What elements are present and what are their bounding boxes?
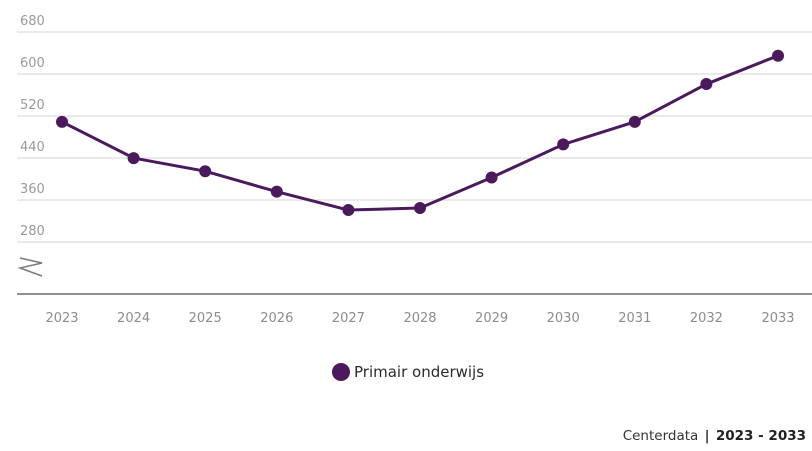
data-point bbox=[199, 165, 212, 178]
data-point bbox=[700, 78, 713, 91]
x-tick-label: 2023 bbox=[45, 311, 78, 326]
x-tick-label: 2032 bbox=[690, 311, 723, 326]
y-tick-label: 600 bbox=[20, 56, 45, 71]
x-tick-label: 2033 bbox=[761, 311, 794, 326]
y-tick-label: 440 bbox=[20, 140, 45, 155]
y-tick-label: 360 bbox=[20, 182, 45, 197]
series-primair-onderwijs bbox=[56, 49, 784, 217]
credit-separator: | bbox=[704, 428, 710, 444]
data-point bbox=[772, 49, 784, 62]
x-tick-label: 2027 bbox=[332, 311, 365, 326]
credit-range: 2023 - 2033 bbox=[715, 428, 806, 444]
source-credit: Centerdata | 2023 - 2033 bbox=[623, 428, 806, 444]
y-tick-label: 680 bbox=[20, 14, 45, 29]
axis-break-icon bbox=[17, 257, 43, 277]
grid-lines bbox=[17, 31, 812, 243]
legend-marker bbox=[332, 363, 350, 381]
y-tick-labels: 680 600 520 440 360 280 bbox=[20, 14, 45, 239]
data-point bbox=[127, 152, 140, 165]
legend: Primair onderwijs bbox=[332, 363, 484, 381]
x-tick-label: 2031 bbox=[618, 311, 651, 326]
x-tick-label: 2029 bbox=[475, 311, 508, 326]
x-tick-labels: 2023 2024 2025 2026 2027 2028 2029 2030 2031 2032… bbox=[45, 311, 794, 326]
y-tick-label: 520 bbox=[20, 98, 45, 113]
x-tick-label: 2025 bbox=[189, 311, 222, 326]
series-line bbox=[61, 54, 779, 212]
x-tick-label: 2026 bbox=[260, 311, 293, 326]
data-point bbox=[56, 115, 68, 128]
credit-source: Centerdata bbox=[622, 428, 699, 444]
x-tick-label: 2030 bbox=[547, 311, 580, 326]
legend-label: Primair onderwijs bbox=[354, 363, 484, 381]
data-point bbox=[414, 201, 426, 214]
x-tick-label: 2024 bbox=[117, 311, 150, 326]
data-point bbox=[485, 171, 498, 184]
data-point bbox=[342, 204, 355, 217]
data-point bbox=[557, 138, 570, 151]
x-tick-label: 2028 bbox=[403, 311, 436, 326]
y-tick-label: 280 bbox=[20, 224, 45, 239]
data-point bbox=[270, 185, 283, 198]
data-point bbox=[628, 115, 641, 128]
